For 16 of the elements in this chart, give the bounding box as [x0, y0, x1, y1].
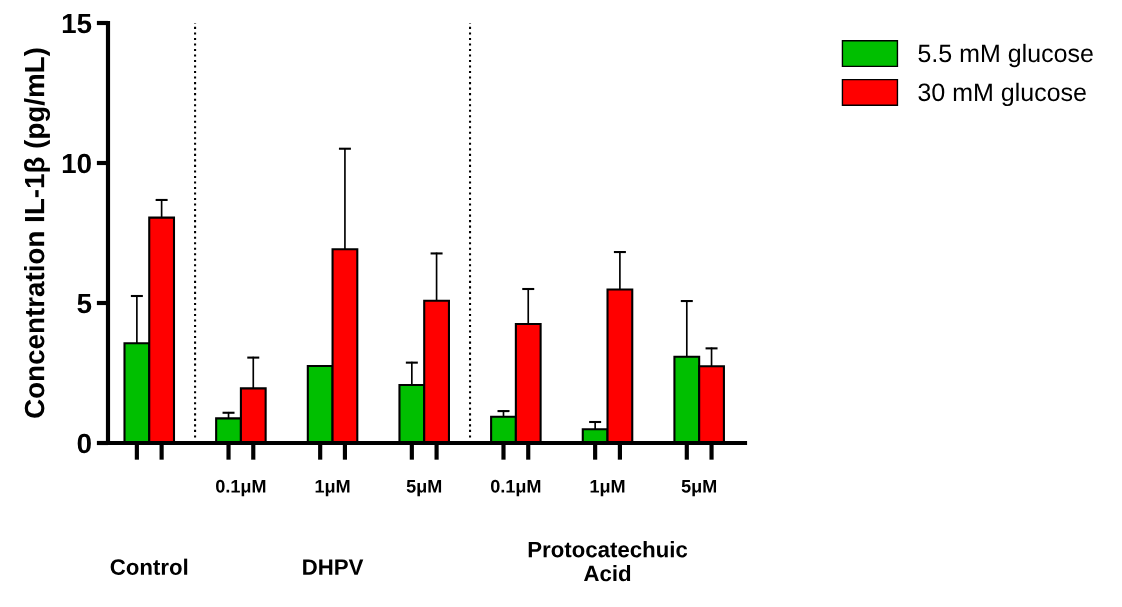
y-tick-label: 10 [62, 153, 91, 174]
x-tick-label: 0.1μM [216, 479, 266, 497]
y-tick-label: 5 [77, 293, 92, 314]
y-tick-label: 15 [62, 13, 92, 34]
x-tick-label: 1μM [315, 480, 350, 497]
x-tick-label: 0.1μM [490, 479, 541, 497]
y-tick-label: 0 [77, 433, 91, 454]
x-tick-label: 5μM [406, 480, 442, 497]
text: Control [110, 558, 188, 575]
x-tick-label: 5μM [681, 480, 717, 497]
legend-label: 5.5 mM glucose [918, 43, 1093, 68]
text: Protocatechuic Acid [528, 541, 688, 582]
legend-label: 30 mM glucose [918, 82, 1086, 107]
text: DHPV [303, 559, 364, 575]
x-tick-label: 1μM [590, 480, 625, 497]
y-axis-title: Concentration IL-1β (pg/mL) [24, 48, 51, 418]
